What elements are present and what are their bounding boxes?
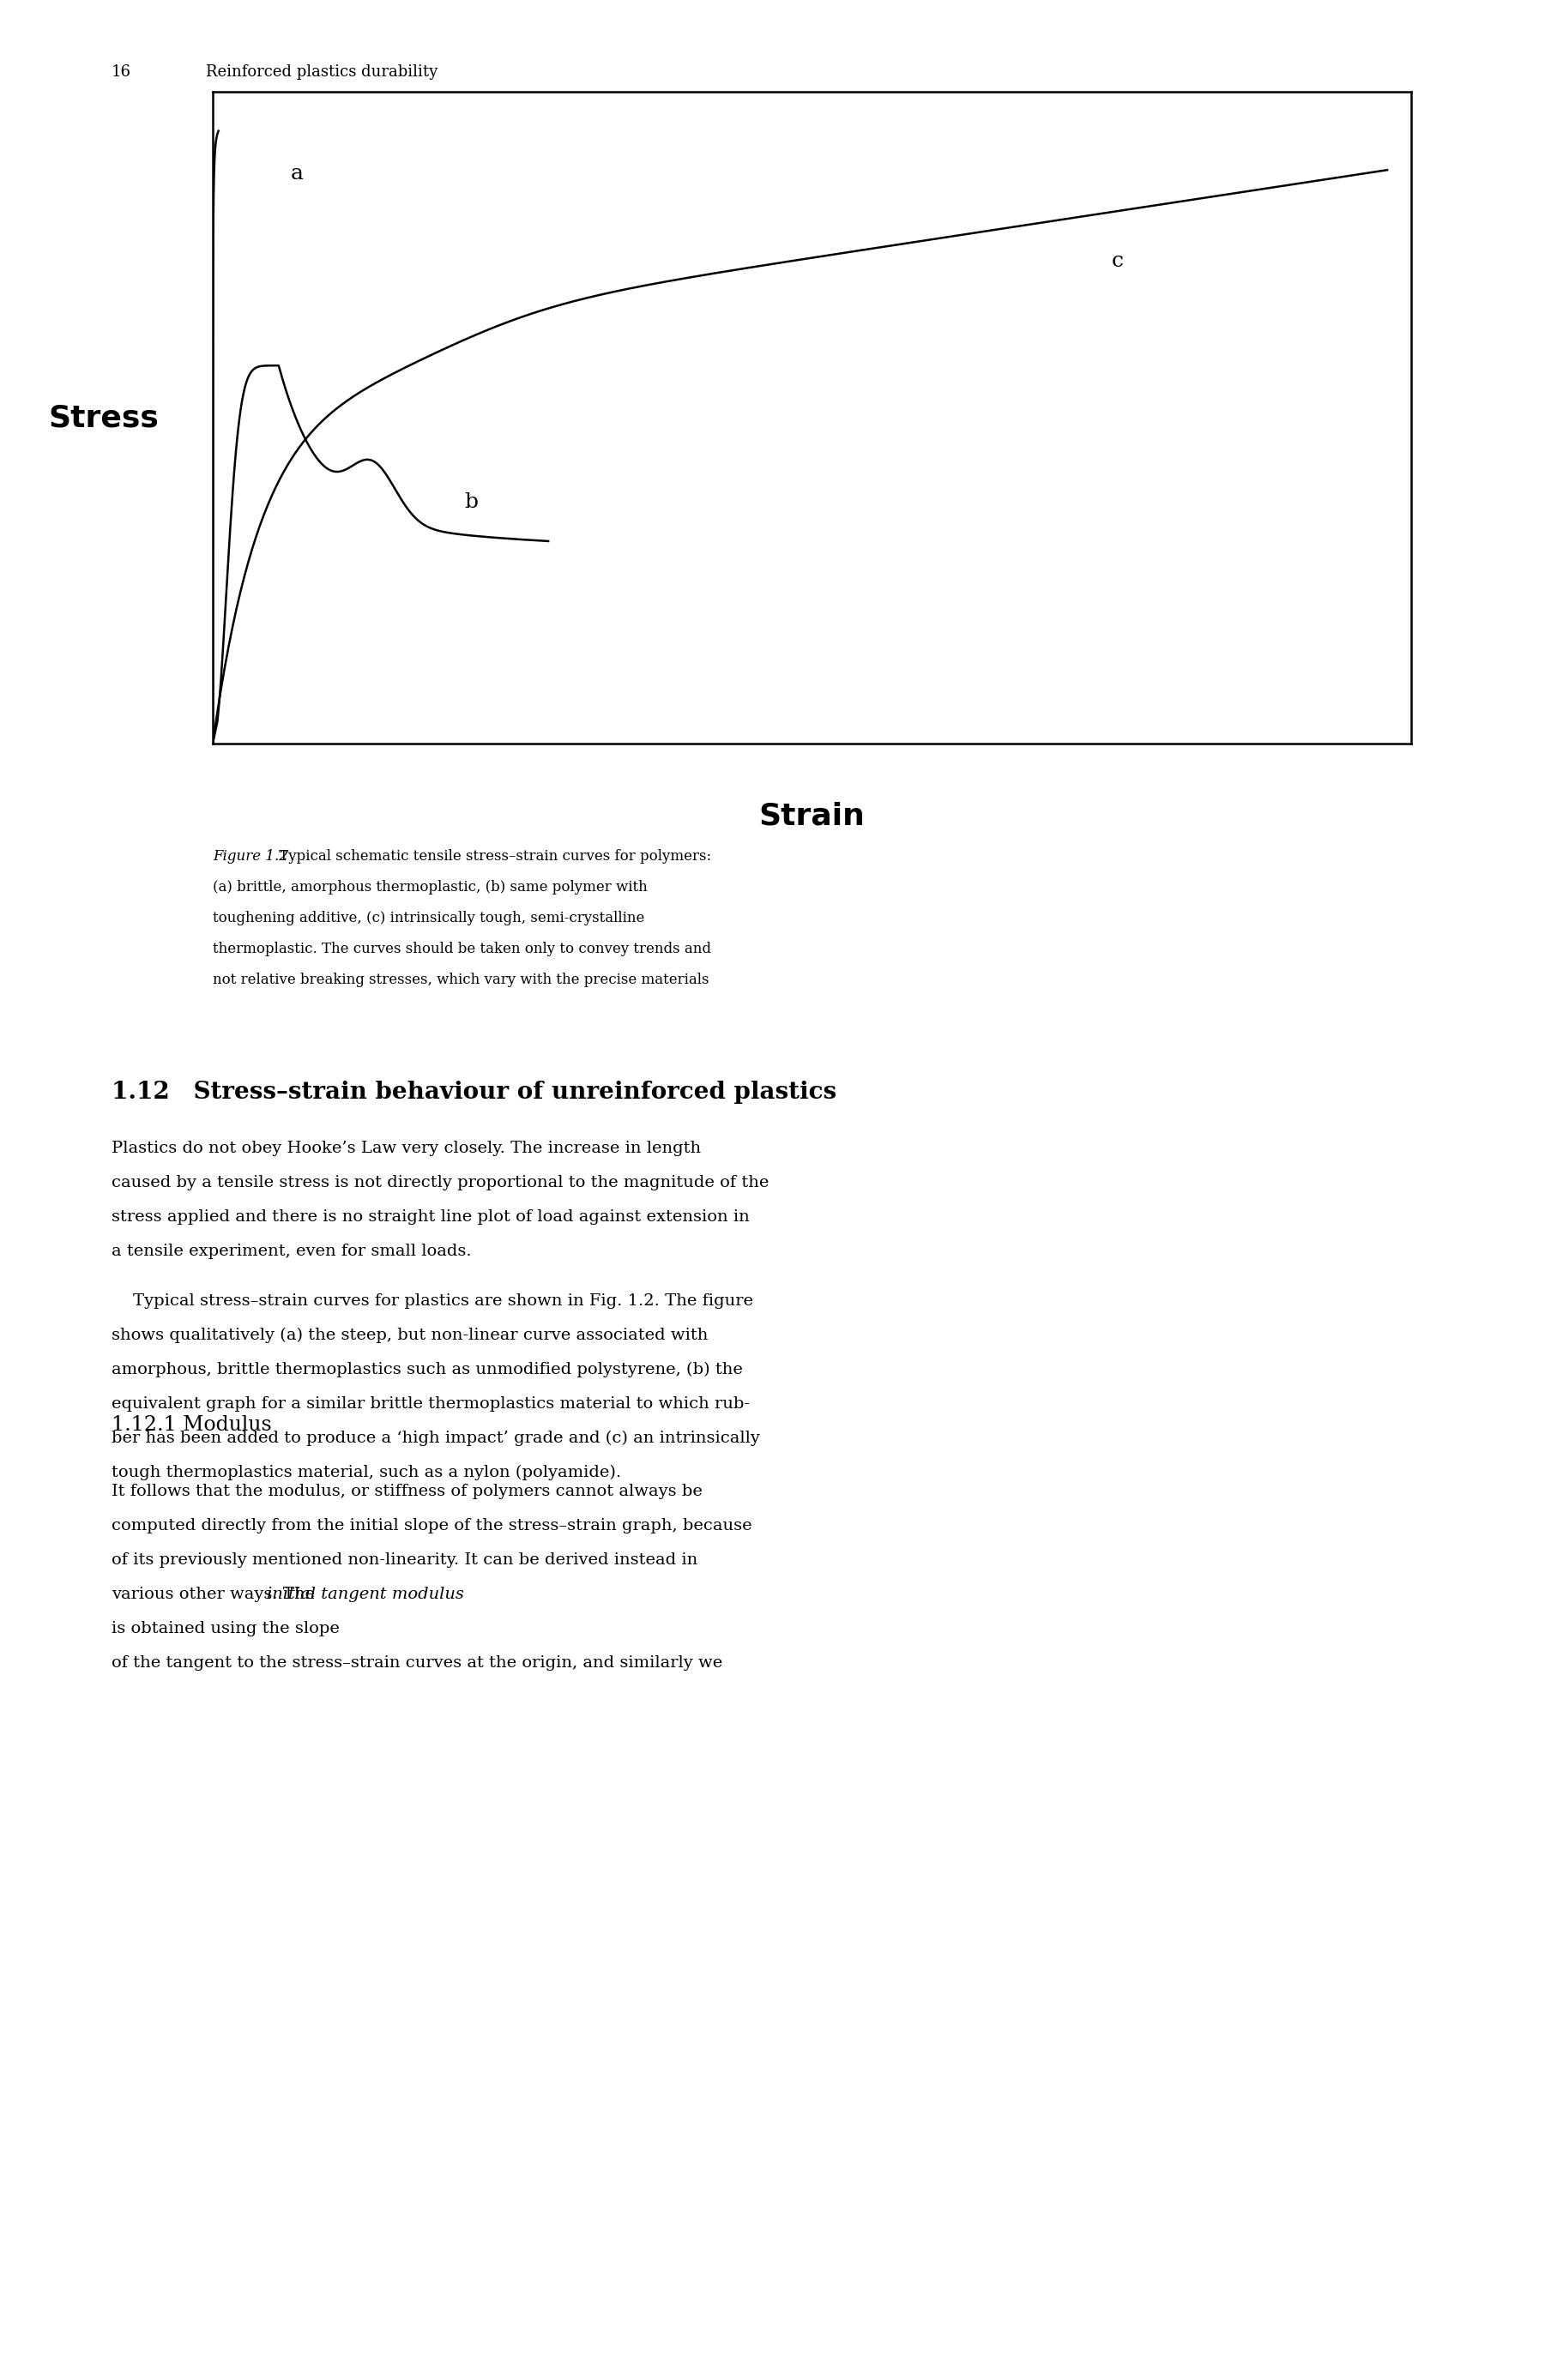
Text: Figure 1.2: Figure 1.2 <box>213 850 287 864</box>
Text: thermoplastic. The curves should be taken only to convey trends and: thermoplastic. The curves should be take… <box>213 942 711 957</box>
Text: equivalent graph for a similar brittle thermoplastics material to which rub-: equivalent graph for a similar brittle t… <box>111 1397 749 1411</box>
Text: Plastics do not obey Hooke’s Law very closely. The increase in length: Plastics do not obey Hooke’s Law very cl… <box>111 1140 701 1157</box>
Text: a: a <box>290 164 303 183</box>
Text: amorphous, brittle thermoplastics such as unmodified polystyrene, (b) the: amorphous, brittle thermoplastics such a… <box>111 1361 743 1378</box>
Text: not relative breaking stresses, which vary with the precise materials: not relative breaking stresses, which va… <box>213 973 709 988</box>
Text: various other ways. The: various other ways. The <box>111 1587 320 1602</box>
Text: computed directly from the initial slope of the stress–strain graph, because: computed directly from the initial slope… <box>111 1518 752 1533</box>
Text: It follows that the modulus, or stiffness of polymers cannot always be: It follows that the modulus, or stiffnes… <box>111 1483 703 1499</box>
Text: a tensile experiment, even for small loads.: a tensile experiment, even for small loa… <box>111 1245 471 1259</box>
Text: toughening additive, (c) intrinsically tough, semi-crystalline: toughening additive, (c) intrinsically t… <box>213 912 644 926</box>
Text: initial tangent modulus: initial tangent modulus <box>267 1587 463 1602</box>
Text: shows qualitatively (a) the steep, but non-linear curve associated with: shows qualitatively (a) the steep, but n… <box>111 1328 708 1342</box>
Text: b: b <box>465 493 477 512</box>
Text: ber has been added to produce a ‘high impact’ grade and (c) an intrinsically: ber has been added to produce a ‘high im… <box>111 1430 760 1447</box>
Text: stress applied and there is no straight line plot of load against extension in: stress applied and there is no straight … <box>111 1209 749 1226</box>
Text: 1.12.1 Modulus: 1.12.1 Modulus <box>111 1416 272 1435</box>
Text: 16: 16 <box>111 64 131 81</box>
Text: c: c <box>1111 252 1123 271</box>
Text: Strain: Strain <box>759 802 865 831</box>
Text: tough thermoplastics material, such as a nylon (polyamide).: tough thermoplastics material, such as a… <box>111 1464 621 1480</box>
Text: caused by a tensile stress is not directly proportional to the magnitude of the: caused by a tensile stress is not direct… <box>111 1176 769 1190</box>
Text: Stress: Stress <box>48 402 159 433</box>
Text: Typical schematic tensile stress–strain curves for polymers:: Typical schematic tensile stress–strain … <box>275 850 711 864</box>
Text: 1.12  Stress–strain behaviour of unreinforced plastics: 1.12 Stress–strain behaviour of unreinfo… <box>111 1081 836 1104</box>
Text: of its previously mentioned non-linearity. It can be derived instead in: of its previously mentioned non-linearit… <box>111 1552 698 1568</box>
Text: (a) brittle, amorphous thermoplastic, (b) same polymer with: (a) brittle, amorphous thermoplastic, (b… <box>213 881 647 895</box>
Text: of the tangent to the stress–strain curves at the origin, and similarly we: of the tangent to the stress–strain curv… <box>111 1654 723 1671</box>
Text: Typical stress–strain curves for plastics are shown in Fig. 1.2. The figure: Typical stress–strain curves for plastic… <box>111 1292 754 1309</box>
Text: is obtained using the slope: is obtained using the slope <box>111 1621 340 1637</box>
Text: Reinforced plastics durability: Reinforced plastics durability <box>205 64 437 81</box>
